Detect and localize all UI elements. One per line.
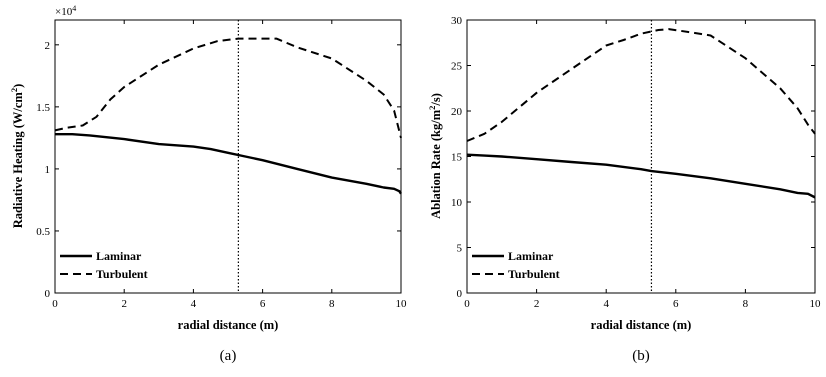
- panel-caption: (b): [632, 348, 650, 364]
- legend-label-laminar: Laminar: [96, 249, 142, 263]
- multiplier-label: ×104: [55, 4, 76, 18]
- series-line-laminar: [466, 153, 816, 199]
- x-tick-label: 2: [121, 298, 127, 310]
- x-tick-label: 0: [464, 298, 470, 310]
- y-tick-label: 25: [451, 61, 463, 73]
- y-axis-label: Ablation Rate (kg/m2/s): [427, 93, 443, 219]
- x-tick-label: 10: [810, 298, 822, 310]
- y-tick-label: 0: [45, 288, 51, 300]
- y-tick-label: 0: [457, 288, 463, 300]
- x-axis-label: radial distance (m): [178, 318, 279, 332]
- x-tick-label: 0: [52, 298, 58, 310]
- y-tick-label: 2: [45, 40, 51, 52]
- y-axis-label: Radiative Heating (W/cm2): [9, 84, 25, 229]
- chart-panel-b: 0 2 4 6 8 10 0 5 10 15 20 25 30 Ablation Rate (kg/m2…: [427, 15, 821, 364]
- x-tick-label: 6: [260, 298, 266, 310]
- x-tick-label: 8: [329, 298, 335, 310]
- legend-label-turbulent: Turbulent: [508, 267, 560, 281]
- series-line-laminar: [55, 133, 402, 195]
- y-tick-label: 20: [451, 106, 463, 118]
- legend-label-turbulent: Turbulent: [96, 267, 148, 281]
- x-tick-label: 10: [396, 298, 408, 310]
- x-tick-label: 2: [534, 298, 540, 310]
- x-tick-label: 4: [191, 298, 197, 310]
- tick-group: 0 2 4 6 8 10 0 0.5 1 1.5 2: [36, 20, 407, 310]
- y-tick-label: 0.5: [36, 226, 50, 238]
- x-tick-label: 8: [743, 298, 749, 310]
- tick-group: 0 2 4 6 8 10 0 5 10 15 20 25 30: [451, 15, 821, 310]
- legend: Laminar Turbulent: [60, 249, 148, 281]
- y-tick-label: 1.5: [36, 102, 50, 114]
- y-tick-label: 5: [457, 243, 463, 255]
- series-group: [466, 28, 816, 199]
- y-tick-label: 30: [451, 15, 463, 27]
- plot-area-frame: [54, 19, 402, 294]
- y-tick-label: 10: [451, 197, 463, 209]
- chart-panel-a: 0 2 4 6 8 10 0 0.5 1 1.5 2 ×104 Radiative Heating …: [9, 4, 407, 364]
- series-line-turbulent: [466, 28, 816, 142]
- panel-caption: (a): [220, 348, 237, 364]
- y-tick-label: 1: [45, 164, 51, 176]
- series-group: [54, 37, 402, 195]
- y-tick-label: 15: [451, 152, 463, 164]
- x-tick-label: 6: [673, 298, 679, 310]
- legend-label-laminar: Laminar: [508, 249, 554, 263]
- series-line-turbulent: [54, 37, 402, 139]
- x-axis-label: radial distance (m): [591, 318, 692, 332]
- legend: Laminar Turbulent: [472, 249, 560, 281]
- x-tick-label: 4: [603, 298, 609, 310]
